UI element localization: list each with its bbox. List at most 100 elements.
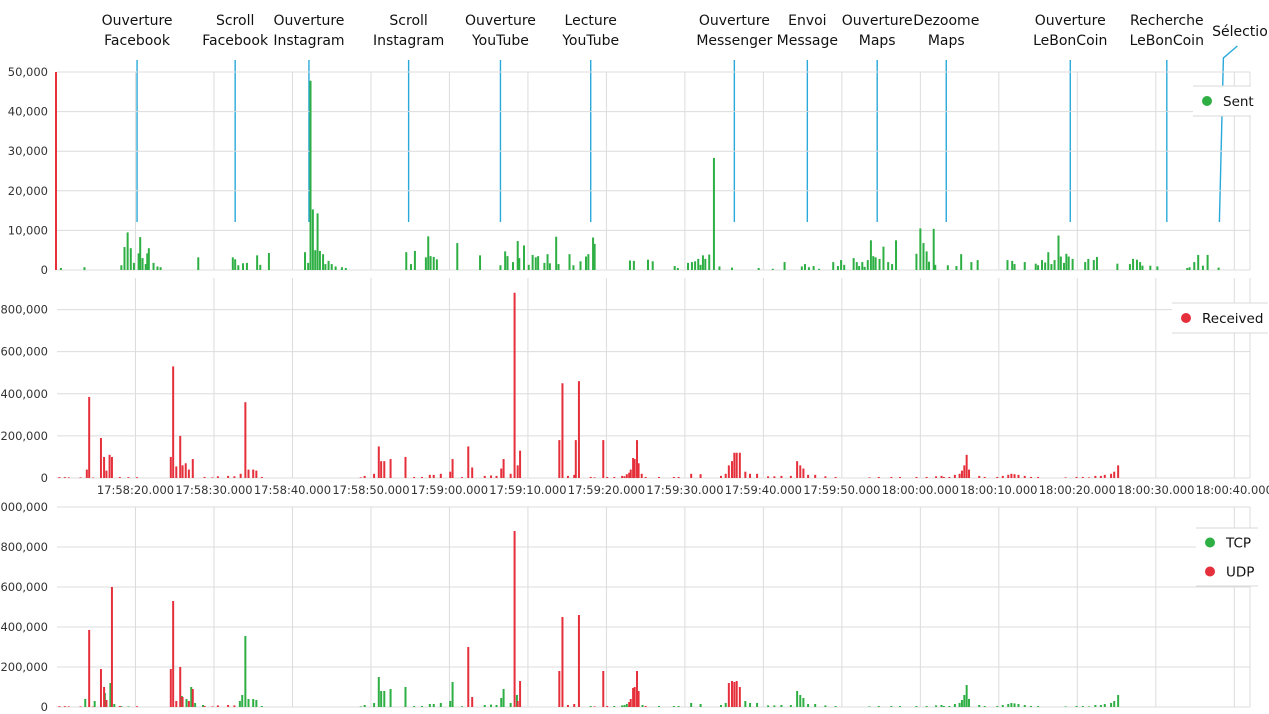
bar-received <box>495 475 498 478</box>
bar-received <box>730 461 733 478</box>
bar-received <box>380 461 383 478</box>
bar-sent <box>585 256 588 270</box>
bar-tcp <box>796 691 799 707</box>
bar-tcp <box>449 701 452 707</box>
bar-received <box>247 469 250 478</box>
bar-sent <box>234 259 237 270</box>
legend-label: Received <box>1202 311 1263 327</box>
bar-received <box>1081 476 1084 478</box>
bar-sent <box>499 265 502 270</box>
bar-sent <box>557 264 560 270</box>
bar-tcp <box>413 706 416 707</box>
bar-tcp <box>890 706 893 707</box>
bar-sent <box>1059 256 1062 270</box>
bar-udp <box>738 687 741 707</box>
annotation-10: Ouverture LeBonCoin <box>1033 13 1107 222</box>
y-tick-label: 600,000 <box>0 580 48 594</box>
annotation-9: Dezoome Maps <box>913 13 979 222</box>
bar-sent <box>197 257 200 270</box>
bar-tcp <box>868 706 871 707</box>
bar-received <box>628 472 631 478</box>
x-tick-label: 17:58:30.000 <box>175 483 252 497</box>
bar-received <box>802 468 805 478</box>
bar-received <box>573 474 576 478</box>
y-tick-label: 1,000,000 <box>0 500 48 514</box>
bar-sent <box>783 262 786 270</box>
bar-received <box>428 474 431 478</box>
annotation-1: Scroll Facebook <box>202 13 269 222</box>
bar-sent <box>555 236 558 270</box>
bar-sent <box>1135 259 1138 270</box>
bar-sent <box>1206 254 1209 270</box>
bar-sent <box>818 268 821 270</box>
y-tick-label: 40,000 <box>8 105 48 119</box>
bar-sent <box>506 256 509 270</box>
bar-sent <box>651 261 654 270</box>
bar-received <box>255 470 258 478</box>
y-tick-label: 200,000 <box>0 429 48 443</box>
bar-received <box>516 465 519 478</box>
bar-received <box>623 476 626 478</box>
legend-sent: Sent <box>1193 85 1254 117</box>
x-tick-label: 17:59:00.000 <box>411 483 488 497</box>
bar-tcp <box>127 706 130 707</box>
bar-sent <box>882 246 885 270</box>
bar-tcp <box>942 706 945 707</box>
bar-received <box>500 468 503 478</box>
bar-received <box>363 475 366 478</box>
bar-sent <box>807 267 810 270</box>
bar-tcp <box>1075 706 1078 707</box>
bar-tcp <box>1110 703 1113 707</box>
bar-sent <box>132 262 135 270</box>
bar-received <box>749 473 752 478</box>
bar-tcp <box>84 699 87 707</box>
annotation-4: Ouverture YouTube <box>465 13 536 222</box>
y-tick-label: 400,000 <box>0 387 48 401</box>
y-tick-label: 0 <box>41 471 48 485</box>
bar-received <box>108 454 111 478</box>
bar-sent <box>307 262 310 270</box>
legend-label: Sent <box>1223 94 1254 110</box>
bar-received <box>211 477 214 478</box>
bar-sent <box>861 262 864 270</box>
bar-received <box>948 476 951 478</box>
bar-sent <box>932 228 935 270</box>
bar-sent <box>687 262 690 270</box>
bar-received <box>1110 473 1113 478</box>
bar-tcp <box>940 705 943 707</box>
bar-sent <box>147 248 150 270</box>
bar-received <box>940 475 943 478</box>
bar-tcp <box>672 706 675 707</box>
bar-sent <box>314 250 317 270</box>
bar-tcp <box>773 705 776 707</box>
bar-tcp <box>383 691 386 707</box>
x-tick-label: 18:00:30.000 <box>1117 483 1194 497</box>
bar-received <box>644 476 647 478</box>
bar-sent <box>771 268 774 270</box>
bar-tcp <box>377 677 380 707</box>
bar-udp <box>233 705 236 707</box>
bar-tcp <box>260 706 263 707</box>
annotation-label: Ouverture <box>465 13 536 29</box>
bar-tcp <box>802 698 805 707</box>
bar-udp <box>58 706 61 707</box>
bar-sent <box>1041 260 1044 270</box>
bar-received <box>420 476 423 478</box>
bar-tcp <box>247 699 250 707</box>
annotation-label: Maps <box>859 33 896 49</box>
y-tick-label: 10,000 <box>8 223 48 237</box>
bar-tcp <box>1094 705 1097 707</box>
bar-tcp <box>380 691 383 707</box>
bar-received <box>67 477 70 478</box>
bar-sent <box>701 255 704 270</box>
bar-sent <box>512 262 515 270</box>
bar-received <box>439 473 442 478</box>
x-tick-label: 18:00:00.000 <box>882 483 959 497</box>
bar-received <box>1023 475 1026 478</box>
annotation-label: Instagram <box>273 33 344 49</box>
bar-received <box>672 476 675 478</box>
y-tick-label: 50,000 <box>8 65 48 79</box>
bar-tcp <box>244 636 247 707</box>
bar-sent <box>840 260 843 270</box>
bar-tcp <box>109 683 112 707</box>
